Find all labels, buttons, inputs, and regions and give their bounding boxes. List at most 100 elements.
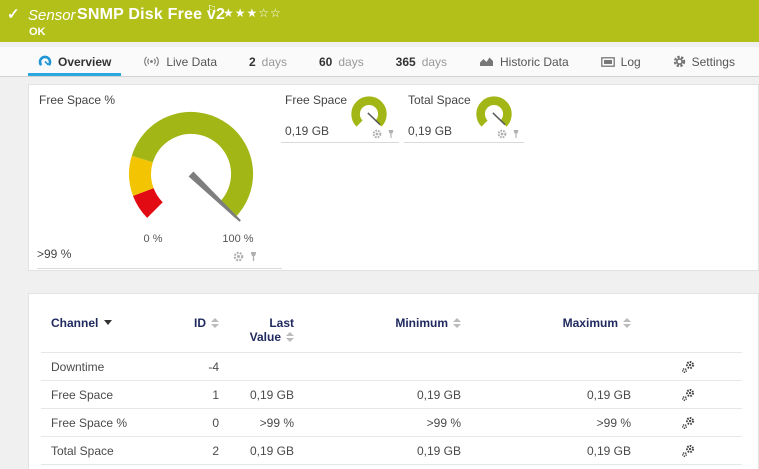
table-row-free-space: Free Space 1 0,19 GB 0,19 GB 0,19 GB (29, 381, 758, 409)
priority-stars[interactable]: ★★★☆☆ (223, 6, 282, 20)
tab-log-label: Log (620, 54, 641, 69)
total-space-gauge (476, 96, 512, 127)
column-header-maximum[interactable]: Maximum (461, 316, 631, 353)
gauge-needle (492, 112, 506, 126)
column-header-channel[interactable]: Channel (51, 316, 189, 353)
channel-settings-icon[interactable] (681, 444, 758, 458)
tab-live-data[interactable]: Live Data (133, 47, 227, 76)
mini-gauge-title: Total Space (408, 93, 471, 107)
channel-id: 2 (212, 444, 219, 458)
gauge-gear-icon[interactable] (233, 251, 244, 262)
channels-table-panel: Channel ID Last Value Minimum (28, 293, 759, 469)
main-gauge-value: >99 % (37, 247, 72, 261)
overview-gauges-panel: Free Space % 0 % 100 % >99 % (28, 84, 759, 271)
channel-id: 1 (212, 388, 219, 402)
stars-filled[interactable]: ★★★ (223, 6, 259, 20)
column-header-minimum-label: Minimum (395, 316, 448, 330)
gauge-pin-icon[interactable] (512, 129, 520, 139)
tab-log[interactable]: Log (591, 47, 651, 76)
column-header-channel-label: Channel (51, 316, 99, 330)
gauge-icon (38, 55, 52, 67)
gauge-pin-icon[interactable] (249, 251, 258, 262)
tab-live-data-label: Live Data (166, 54, 218, 69)
channel-id: 0 (212, 416, 219, 430)
tab-bar: Overview Live Data 2 days 60 days 365 da… (0, 47, 759, 77)
channel-minimum: 0,19 GB (416, 388, 461, 402)
tab-60-days[interactable]: 60 days (309, 47, 374, 76)
column-header-id-label: ID (194, 316, 206, 330)
gauge-scale-max: 100 % (222, 233, 254, 245)
tab-settings[interactable]: Settings (663, 47, 745, 76)
mini-gauge-cell-free-space: Free Space 0,19 GB (281, 85, 399, 143)
status-badge: OK (29, 26, 46, 38)
sensor-kind-label: Sensor (28, 7, 76, 24)
sensor-title: SNMP Disk Free v2 (77, 6, 226, 23)
channel-settings-icon[interactable] (681, 360, 758, 374)
channel-maximum: 0,19 GB (586, 444, 631, 458)
tab-365-days-number: 365 (395, 54, 416, 69)
channel-settings-icon[interactable] (681, 388, 758, 402)
gauge-scale-min: 0 % (143, 233, 163, 245)
stars-empty[interactable]: ☆☆ (258, 6, 282, 20)
flag-icon[interactable]: ⚐ (207, 4, 217, 16)
settings-gear-icon (673, 55, 685, 68)
channel-name: Free Space (51, 388, 114, 402)
status-ok-check-icon: ✓ (7, 6, 20, 23)
tab-60-days-number: 60 (318, 54, 333, 69)
sort-icon (286, 332, 294, 342)
channel-name: Total Space (51, 444, 114, 458)
log-icon (600, 56, 615, 67)
column-header-minimum[interactable]: Minimum (294, 316, 461, 353)
column-header-id[interactable]: ID (189, 316, 219, 353)
mini-gauge-cell-total-space: Total Space 0,19 GB (404, 85, 524, 143)
historic-chart-icon (480, 57, 493, 66)
table-row-free-space-percent: Free Space % 0 >99 % >99 % >99 % (29, 409, 758, 437)
tab-2-days[interactable]: 2 days (239, 47, 297, 76)
channel-name: Downtime (51, 360, 105, 374)
channel-settings-icon[interactable] (681, 416, 758, 430)
gauge-pin-icon[interactable] (387, 129, 395, 139)
tab-settings-label: Settings (691, 54, 735, 69)
sort-icon (211, 318, 219, 328)
free-space-gauge (351, 96, 387, 127)
channel-maximum: >99 % (596, 416, 631, 430)
tab-historic-data-label: Historic Data (500, 54, 569, 69)
channel-minimum: 0,19 GB (416, 444, 461, 458)
main-gauge-title: Free Space % (39, 93, 116, 107)
gauge-needle (188, 171, 241, 222)
mini-gauge-title: Free Space (285, 93, 348, 107)
tab-overview-label: Overview (58, 54, 112, 69)
sort-desc-icon (104, 320, 113, 325)
column-header-value-label: Value (249, 330, 281, 344)
tab-60-days-unit: days (338, 54, 364, 69)
main-gauge-cell: Free Space % 0 % 100 % >99 % (29, 85, 286, 269)
tab-365-days[interactable]: 365 days (386, 47, 457, 76)
channels-table-header: Channel ID Last Value Minimum (29, 294, 758, 353)
tab-overview[interactable]: Overview (28, 47, 121, 76)
sort-icon (453, 318, 461, 328)
tab-365-days-unit: days (421, 54, 448, 69)
free-space-percent-gauge (129, 111, 254, 222)
channel-id: -4 (208, 360, 219, 374)
channel-maximum: 0,19 GB (586, 388, 631, 402)
tab-2-days-number: 2 (248, 54, 256, 69)
column-header-last-value[interactable]: Last Value (219, 316, 294, 353)
tab-2-days-unit: days (261, 54, 288, 69)
channel-last-value: 0,19 GB (249, 444, 294, 458)
channel-name: Free Space % (51, 416, 128, 430)
column-header-maximum-label: Maximum (562, 316, 618, 330)
mini-gauge-value: 0,19 GB (285, 124, 330, 138)
live-data-icon (144, 56, 160, 67)
gauge-gear-icon[interactable] (372, 129, 382, 139)
channel-last-value: 0,19 GB (249, 388, 294, 402)
column-header-last-label: Last (269, 316, 294, 330)
tab-historic-data[interactable]: Historic Data (469, 47, 579, 76)
mini-gauge-value: 0,19 GB (408, 124, 453, 138)
sensor-header: ✓ Sensor SNMP Disk Free v2 ⚐ ★★★☆☆ OK (0, 0, 759, 42)
channel-minimum: >99 % (426, 416, 461, 430)
channel-last-value: >99 % (259, 416, 294, 430)
sort-icon (623, 318, 631, 328)
gauge-gear-icon[interactable] (497, 129, 507, 139)
table-row-downtime: Downtime -4 (29, 353, 758, 381)
